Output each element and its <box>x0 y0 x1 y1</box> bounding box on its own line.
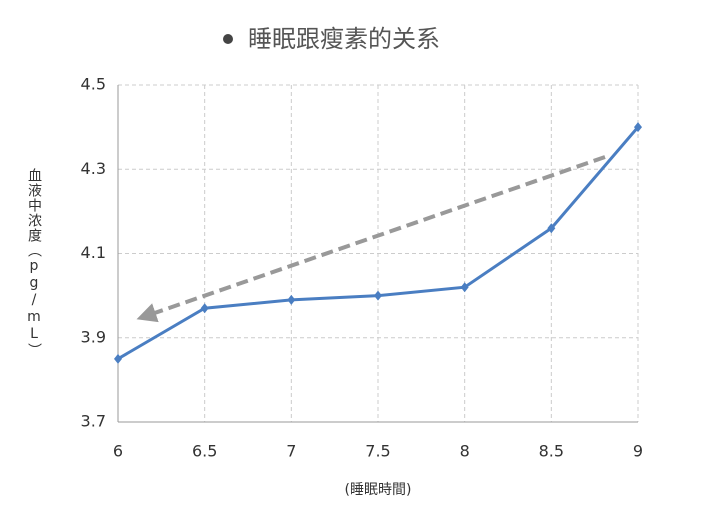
x-axis-label: (睡眠時間) <box>345 482 412 498</box>
x-tick-label: 8 <box>460 442 470 461</box>
data-point <box>287 294 296 305</box>
chart-title: 睡眠跟瘦素的关系 <box>248 25 440 53</box>
grid: 3.7 3.9 4.1 4.3 4.5 6 6.5 7 7.5 8 8.5 9 <box>81 75 644 461</box>
y-tick-label: 3.7 <box>81 412 106 431</box>
y-tick-label: 4.1 <box>81 243 106 262</box>
data-point <box>114 353 122 364</box>
x-tick-label: 6 <box>113 442 123 461</box>
x-tick-label: 9 <box>633 442 643 461</box>
data-point <box>200 303 209 314</box>
y-tick-label: 3.9 <box>81 327 106 346</box>
data-point <box>460 282 469 293</box>
title-bullet <box>223 34 233 44</box>
y-tick-label: 4.3 <box>81 159 106 178</box>
y-axis-label: 血液中浓度（pg/mL） <box>26 168 42 358</box>
x-tick-label: 6.5 <box>192 442 217 461</box>
x-tick-label: 7 <box>286 442 296 461</box>
data-point <box>374 290 382 301</box>
plot <box>114 122 642 364</box>
data-point <box>634 122 642 133</box>
data-point <box>547 223 556 234</box>
y-tick-label: 4.5 <box>81 75 106 94</box>
x-tick-label: 8.5 <box>539 442 564 461</box>
x-tick-label: 7.5 <box>365 442 390 461</box>
trend-arrow <box>136 155 606 323</box>
